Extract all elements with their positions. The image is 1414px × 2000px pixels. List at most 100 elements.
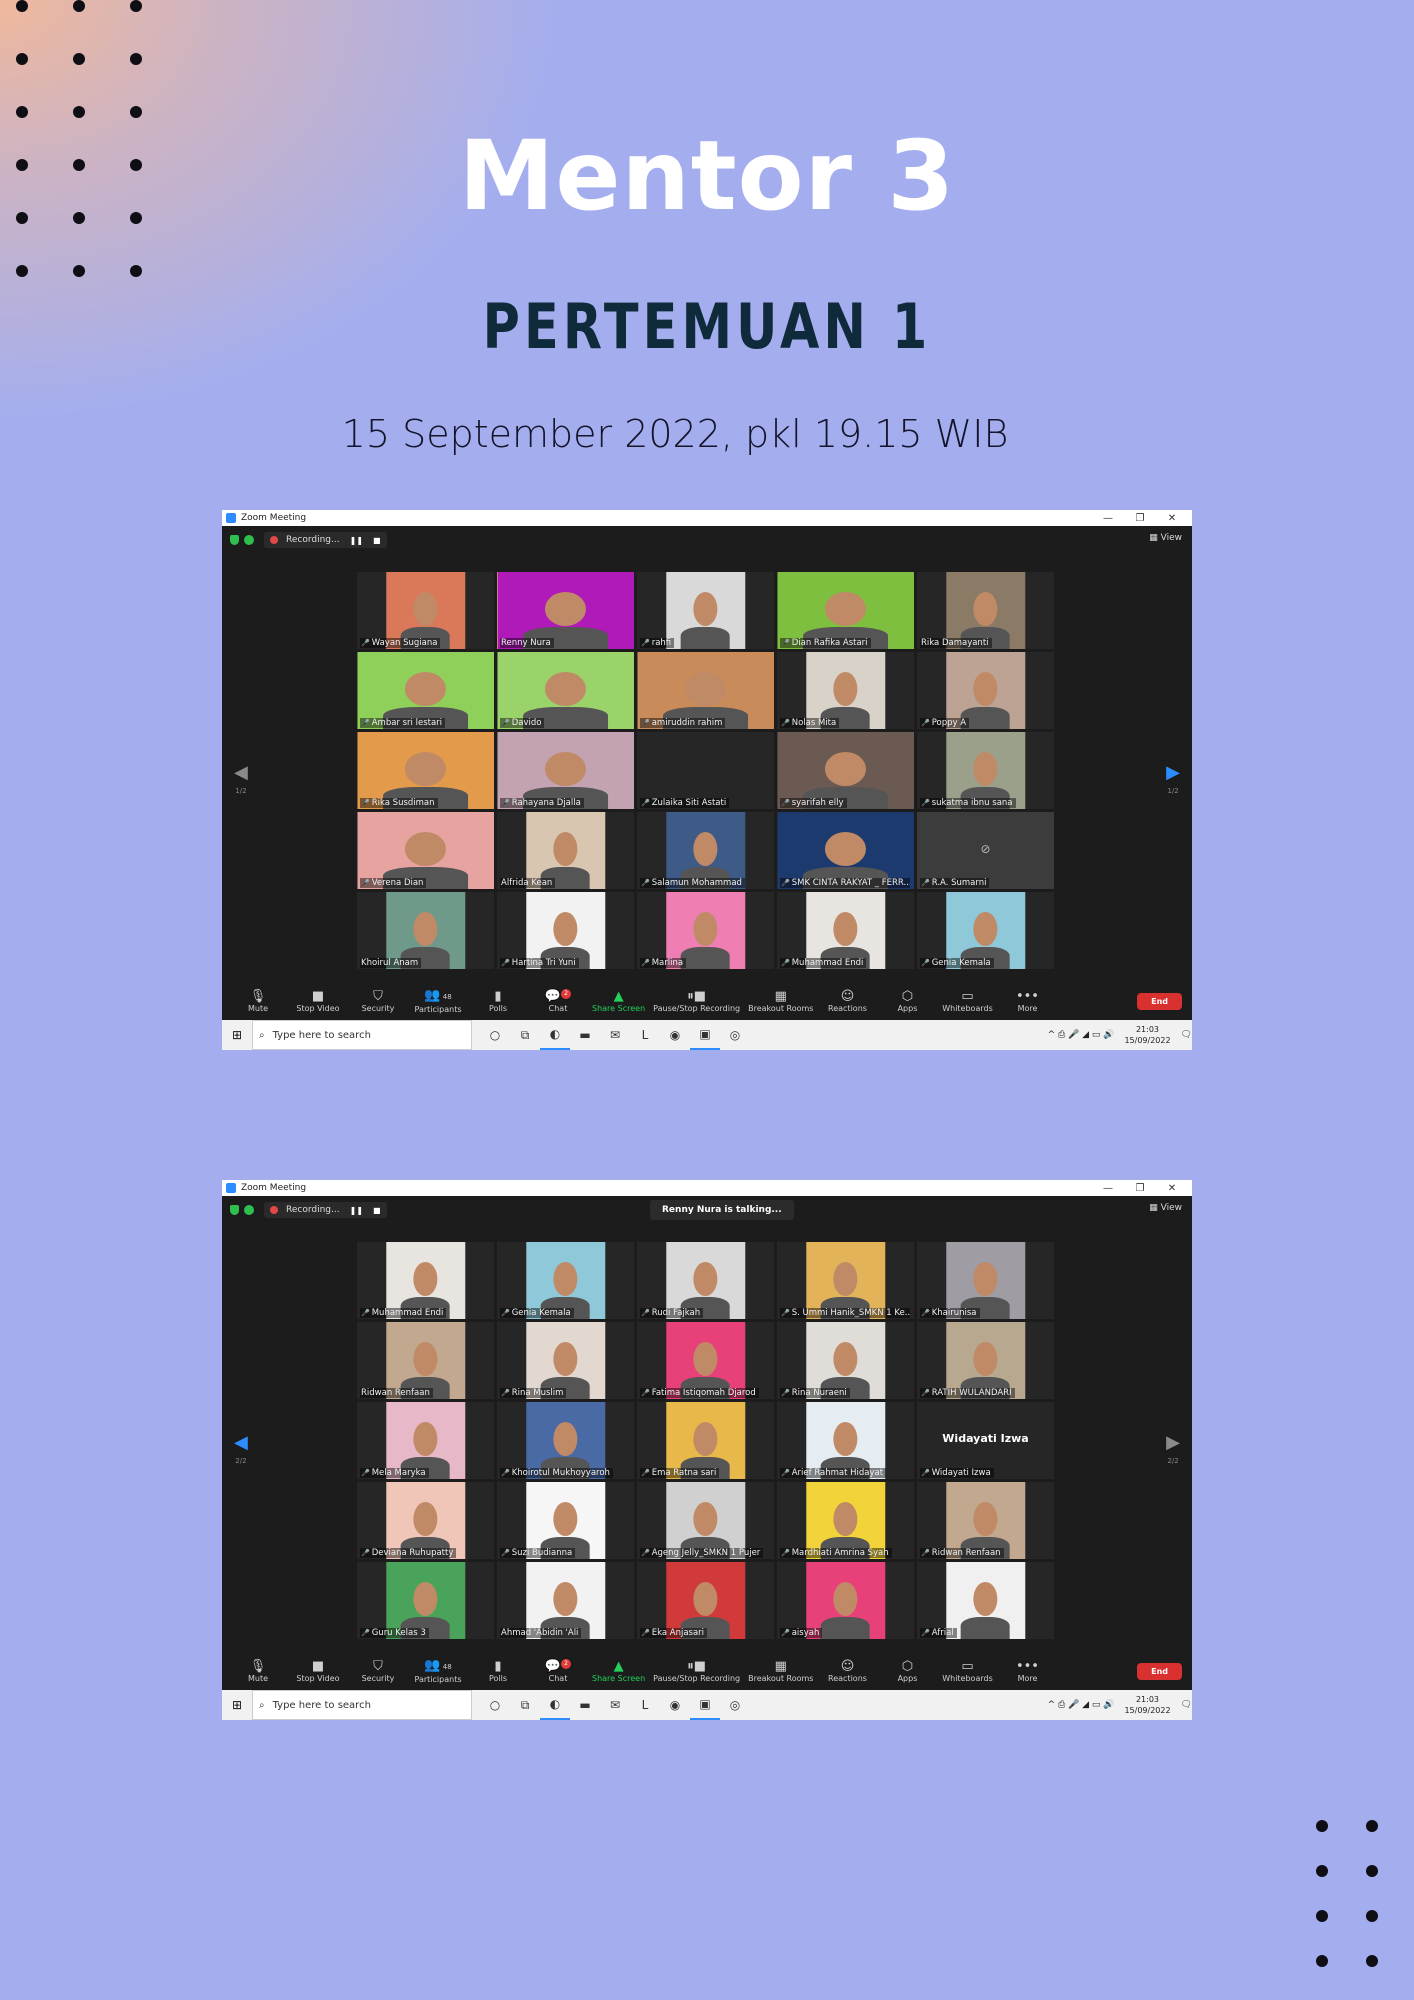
participant-tile[interactable]: 🎤 Genia Kemala — [497, 1242, 634, 1319]
toolbar-pause-stop-recording-button[interactable]: ⏸■ Pause/Stop Recording — [653, 989, 740, 1013]
participant-tile[interactable]: 🎤 Khoirotul Mukhoyyaroh — [497, 1402, 634, 1479]
windows-start-icon[interactable]: ⊞ — [231, 1028, 243, 1042]
chrome-icon[interactable]: ◎ — [729, 1698, 741, 1712]
participant-tile[interactable]: 🎤 Arief Rahmat Hidayat — [777, 1402, 914, 1479]
participant-tile[interactable]: 🎤 RATIH WULANDARI — [917, 1322, 1054, 1399]
security-shield-icon[interactable] — [230, 1205, 239, 1215]
participant-tile[interactable]: 🎤 Mardhiati Amrina Syah — [777, 1482, 914, 1559]
toolbar-share-screen-button[interactable]: ▲ Share Screen — [592, 989, 645, 1013]
participant-tile[interactable]: 🎤 Wayan Sugiana — [357, 572, 494, 649]
participant-tile[interactable]: 🎤 sukatma ibnu sana — [917, 732, 1054, 809]
app-l-icon[interactable]: L — [641, 1698, 649, 1712]
pause-recording-button[interactable]: ❚❚ — [349, 535, 364, 545]
participant-tile[interactable]: ⊘ 🎤 R.A. Sumarni — [917, 812, 1054, 889]
view-button[interactable]: ▦ View — [1149, 533, 1182, 543]
participant-tile[interactable]: 🎤 Ema Ratna sari — [637, 1402, 774, 1479]
participant-tile[interactable]: 🎤 SMK CINTA RAKYAT _ FERR... — [777, 812, 914, 889]
participant-tile[interactable]: 🎤 Muhammad Endi — [357, 1242, 494, 1319]
end-meeting-button[interactable]: End — [1137, 992, 1182, 1010]
participant-tile[interactable]: 🎤 Nolas Mita — [777, 652, 914, 729]
participant-tile[interactable]: 🎤 Suzi Budianna — [497, 1482, 634, 1559]
security-shield-icon[interactable] — [230, 535, 239, 545]
file-explorer-icon[interactable]: ▬ — [579, 1698, 591, 1712]
toolbar-chat-button[interactable]: 💬 2 Chat — [532, 1659, 584, 1683]
minimize-icon[interactable]: — — [1103, 1182, 1113, 1194]
zoom-icon[interactable]: ▣ — [690, 1020, 720, 1050]
participant-tile[interactable]: 🎤 Verena Dian — [357, 812, 494, 889]
toolbar-share-screen-button[interactable]: ▲ Share Screen — [592, 1659, 645, 1683]
pause-recording-button[interactable]: ❚❚ — [349, 1205, 364, 1215]
next-page-button[interactable]: ▶ 2/2 — [1166, 1432, 1180, 1465]
end-meeting-button[interactable]: End — [1137, 1662, 1182, 1680]
participant-tile[interactable]: 🎤 Rika Susdiman — [357, 732, 494, 809]
mail-icon[interactable]: ✉ — [609, 1028, 621, 1042]
taskbar-search-input[interactable]: ⌕ Type here to search — [252, 1690, 472, 1720]
toolbar-breakout-rooms-button[interactable]: ▦ Breakout Rooms — [748, 989, 813, 1013]
toolbar-reactions-button[interactable]: ☺ Reactions — [821, 989, 873, 1013]
edge-icon[interactable]: ◐ — [540, 1690, 570, 1720]
notifications-icon[interactable]: 🗨 — [1180, 1700, 1192, 1710]
participant-tile[interactable]: 🎤 Guru Kelas 3 — [357, 1562, 494, 1639]
clock[interactable]: 21:03 15/09/2022 — [1124, 1694, 1170, 1716]
next-page-button[interactable]: ▶ 1/2 — [1166, 762, 1180, 795]
participant-tile[interactable]: Ahmad 'Abidin 'Ali — [497, 1562, 634, 1639]
toolbar-apps-button[interactable]: ⬡ Apps — [881, 1659, 933, 1683]
previous-page-button[interactable]: ◀ 1/2 — [234, 762, 248, 795]
toolbar-participants-button[interactable]: 👥 48 Participants — [412, 1658, 464, 1684]
participant-tile[interactable]: 🎤 Afrial — [917, 1562, 1054, 1639]
toolbar-security-button[interactable]: ⛉ Security — [352, 989, 404, 1013]
participant-tile[interactable]: 🎤 amiruddin rahim — [637, 652, 774, 729]
restore-icon[interactable]: ❐ — [1135, 512, 1145, 524]
encryption-icon[interactable] — [244, 1205, 254, 1215]
participant-tile[interactable]: 🎤 Khairunisa — [917, 1242, 1054, 1319]
toolbar-mute-button[interactable]: 🎙 Mute — [232, 1659, 284, 1683]
participant-tile[interactable]: 🎤 aisyah — [777, 1562, 914, 1639]
firefox-icon[interactable]: ◉ — [669, 1698, 681, 1712]
taskbar-search-input[interactable]: ⌕ Type here to search — [252, 1020, 472, 1050]
toolbar-whiteboards-button[interactable]: ▭ Whiteboards — [941, 1659, 993, 1683]
participant-tile[interactable]: 🎤 Genia Kemala — [917, 892, 1054, 969]
participant-tile[interactable]: 🎤 Rudi Fajkah — [637, 1242, 774, 1319]
participant-tile[interactable]: 🎤 Muhammad Endi — [777, 892, 914, 969]
app-l-icon[interactable]: L — [641, 1028, 649, 1042]
toolbar-chat-button[interactable]: 💬 2 Chat — [532, 989, 584, 1013]
toolbar-pause-stop-recording-button[interactable]: ⏸■ Pause/Stop Recording — [653, 1659, 740, 1683]
toolbar-security-button[interactable]: ⛉ Security — [352, 1659, 404, 1683]
participant-tile[interactable]: Ridwan Renfaan — [357, 1322, 494, 1399]
minimize-icon[interactable]: — — [1103, 512, 1113, 524]
task-view-icon[interactable]: ⧉ — [520, 1027, 530, 1042]
tray-icons[interactable]: ^ ⎙ 🎤 ◢ ▭ 🔊 — [1047, 1700, 1115, 1710]
edge-icon[interactable]: ◐ — [540, 1020, 570, 1050]
zoom-icon[interactable]: ▣ — [690, 1690, 720, 1720]
participant-tile[interactable]: 🎤 Rina Muslim — [497, 1322, 634, 1399]
participant-tile[interactable]: 🎤 Hartina Tri Yuni — [497, 892, 634, 969]
windows-start-icon[interactable]: ⊞ — [231, 1698, 243, 1712]
participant-tile[interactable]: 🎤 Rahayana Djalla — [497, 732, 634, 809]
toolbar-stop-video-button[interactable]: ■ Stop Video — [292, 1659, 344, 1683]
toolbar-whiteboards-button[interactable]: ▭ Whiteboards — [941, 989, 993, 1013]
participant-tile[interactable]: 🎤 Salamun Mohammad — [637, 812, 774, 889]
clock[interactable]: 21:03 15/09/2022 — [1124, 1024, 1170, 1046]
participant-tile[interactable]: 🎤 Poppy A — [917, 652, 1054, 729]
stop-recording-button[interactable]: ■ — [373, 1205, 381, 1215]
participant-tile[interactable]: 🎤 Deviana Ruhupatty — [357, 1482, 494, 1559]
toolbar-polls-button[interactable]: ▮ Polls — [472, 1659, 524, 1683]
participant-tile[interactable]: 🎤 Zulaika Siti Astati — [637, 732, 774, 809]
chrome-icon[interactable]: ◎ — [729, 1028, 741, 1042]
participant-tile[interactable]: 🎤 syarifah elly — [777, 732, 914, 809]
toolbar-breakout-rooms-button[interactable]: ▦ Breakout Rooms — [748, 1659, 813, 1683]
file-explorer-icon[interactable]: ▬ — [579, 1028, 591, 1042]
close-icon[interactable]: ✕ — [1167, 1182, 1177, 1194]
participant-tile[interactable]: 🎤 Mela Maryka — [357, 1402, 494, 1479]
encryption-icon[interactable] — [244, 535, 254, 545]
toolbar-participants-button[interactable]: 👥 48 Participants — [412, 988, 464, 1014]
participant-tile[interactable]: 🎤 Ambar sri lestari — [357, 652, 494, 729]
participant-tile[interactable]: 🎤 rahfi — [637, 572, 774, 649]
previous-page-button[interactable]: ◀ 2/2 — [234, 1432, 248, 1465]
toolbar-polls-button[interactable]: ▮ Polls — [472, 989, 524, 1013]
participant-tile[interactable]: Alfrida Kean — [497, 812, 634, 889]
toolbar-apps-button[interactable]: ⬡ Apps — [881, 989, 933, 1013]
participant-tile[interactable]: 🎤 Davido — [497, 652, 634, 729]
participant-tile[interactable]: Renny Nura — [497, 572, 634, 649]
restore-icon[interactable]: ❐ — [1135, 1182, 1145, 1194]
